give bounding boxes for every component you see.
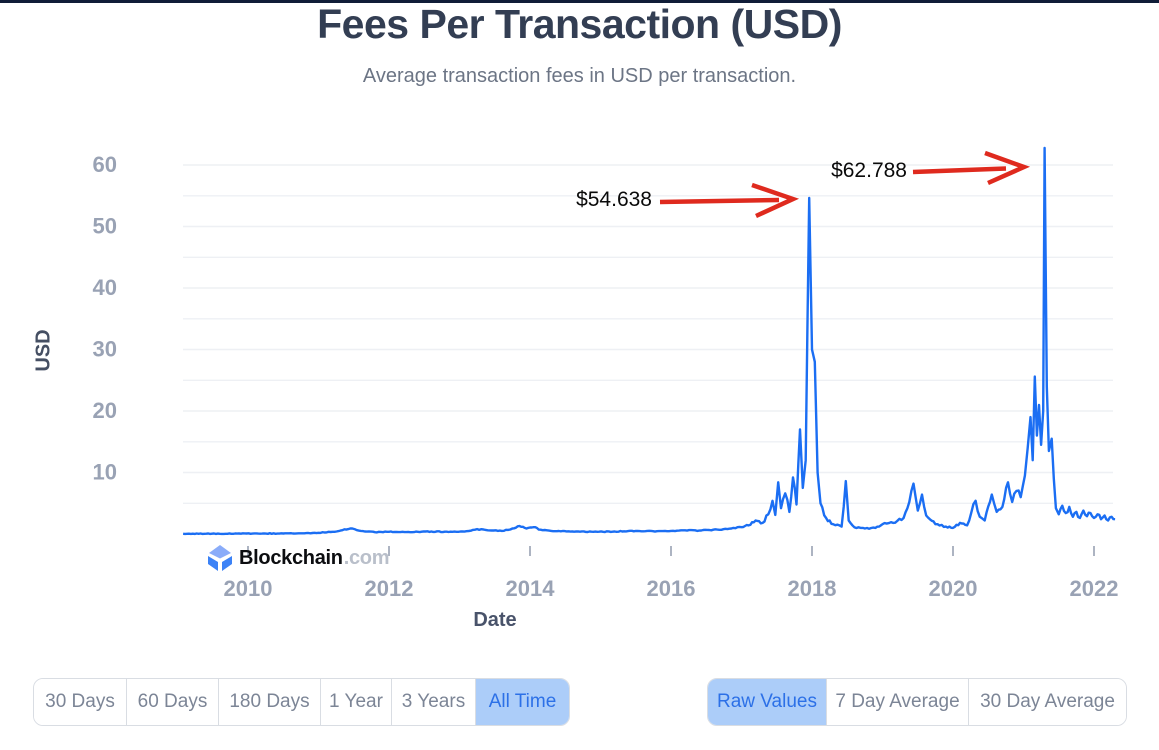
- time-range-all-time[interactable]: All Time: [475, 679, 569, 725]
- watermark-brand: Blockchain: [239, 547, 343, 569]
- x-tick-label: 2022: [1070, 576, 1119, 601]
- y-tick-label: 10: [93, 460, 117, 485]
- x-tick-label: 2014: [506, 576, 556, 601]
- annotation-arrow-icon: [659, 197, 780, 205]
- x-tick-label: 2010: [224, 576, 273, 601]
- blockchain-watermark: Blockchain .com: [208, 545, 389, 572]
- value-mode-button-group: Raw Values 7 Day Average 30 Day Average: [707, 678, 1127, 726]
- x-tick-label: 2012: [365, 576, 414, 601]
- page-title: Fees Per Transaction (USD): [317, 1, 842, 47]
- annotation-label-2021-peak: $62.788: [831, 159, 907, 182]
- page-subtitle: Average transaction fees in USD per tran…: [362, 65, 797, 87]
- x-tick-label: 2016: [647, 576, 696, 601]
- y-tick-label: 50: [93, 214, 117, 239]
- y-tick-label: 60: [93, 152, 117, 177]
- y-tick-label: 20: [93, 398, 117, 423]
- value-mode-7-day-average[interactable]: 7 Day Average: [826, 679, 968, 725]
- chart-area[interactable]: 10 20 30 40 50 60 2010 2012 2014 2016 2018 2020 2022: [0, 0, 1159, 660]
- top-border: [0, 0, 1159, 3]
- annotation-arrow-icon: [912, 166, 1007, 175]
- annotation-arrowhead-icon: [984, 150, 1031, 186]
- annotation-arrowhead-icon: [751, 182, 800, 219]
- blockchain-logo-icon: [208, 545, 232, 571]
- x-tick-label: 2020: [929, 576, 978, 601]
- time-range-button-group: 30 Days 60 Days 180 Days 1 Year 3 Years All T…: [33, 678, 570, 726]
- x-tick-label: 2018: [788, 576, 837, 601]
- annotation-label-2017-peak: $54.638: [576, 188, 652, 211]
- time-range-30-days[interactable]: 30 Days: [34, 679, 126, 725]
- y-tick-label: 30: [93, 337, 117, 362]
- y-axis-label: USD: [32, 329, 55, 372]
- time-range-60-days[interactable]: 60 Days: [126, 679, 218, 725]
- value-mode-raw-values[interactable]: Raw Values: [708, 679, 826, 725]
- time-range-3-years[interactable]: 3 Years: [391, 679, 475, 725]
- time-range-1-year[interactable]: 1 Year: [320, 679, 391, 725]
- value-mode-30-day-average[interactable]: 30 Day Average: [968, 679, 1126, 725]
- time-range-180-days[interactable]: 180 Days: [218, 679, 320, 725]
- fees-line-series: [183, 146, 1116, 536]
- y-tick-label: 40: [93, 275, 117, 300]
- watermark-domain: .com: [343, 547, 390, 569]
- x-axis-label: Date: [473, 609, 517, 631]
